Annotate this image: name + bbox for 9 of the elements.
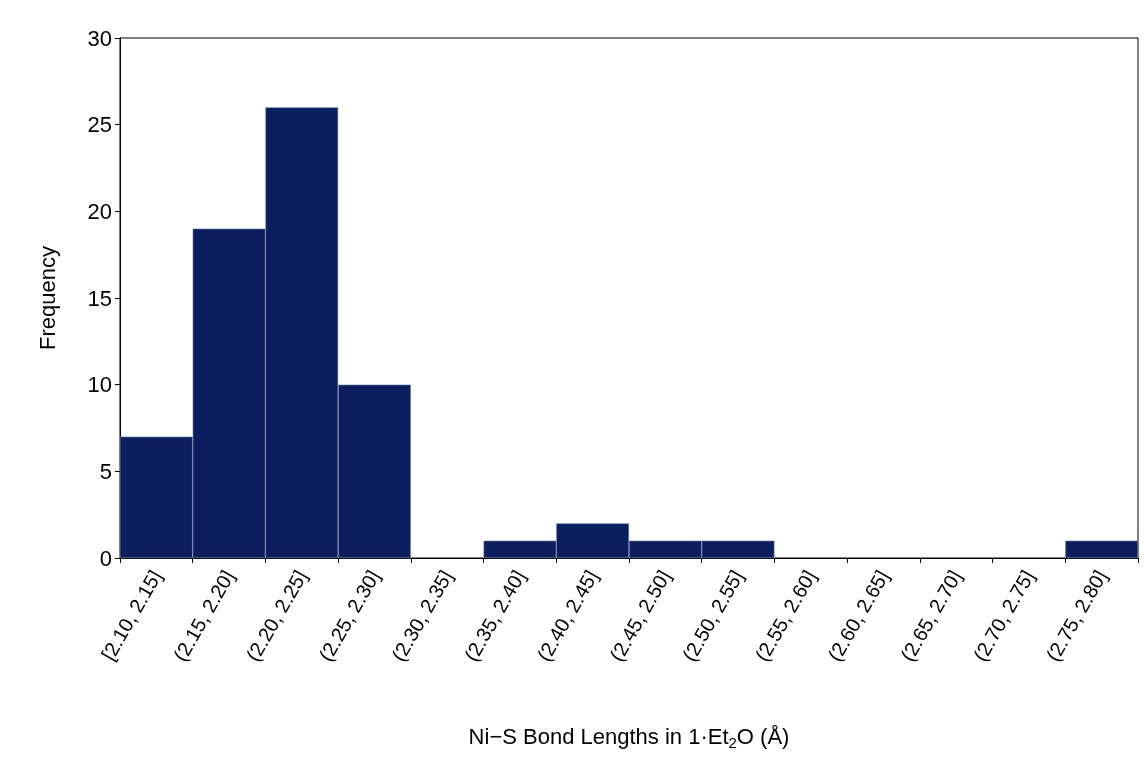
y-tick-label: 20 [87,198,112,224]
y-tick-label: 30 [87,25,112,51]
y-tick-label: 25 [87,112,112,138]
y-axis-title: Frequency [34,246,60,350]
y-tick-label: 5 [99,458,112,484]
y-tick-label: 15 [87,285,112,311]
y-tick-label: 10 [87,372,112,398]
bar [1065,540,1138,558]
y-tick-label: 0 [99,545,112,571]
